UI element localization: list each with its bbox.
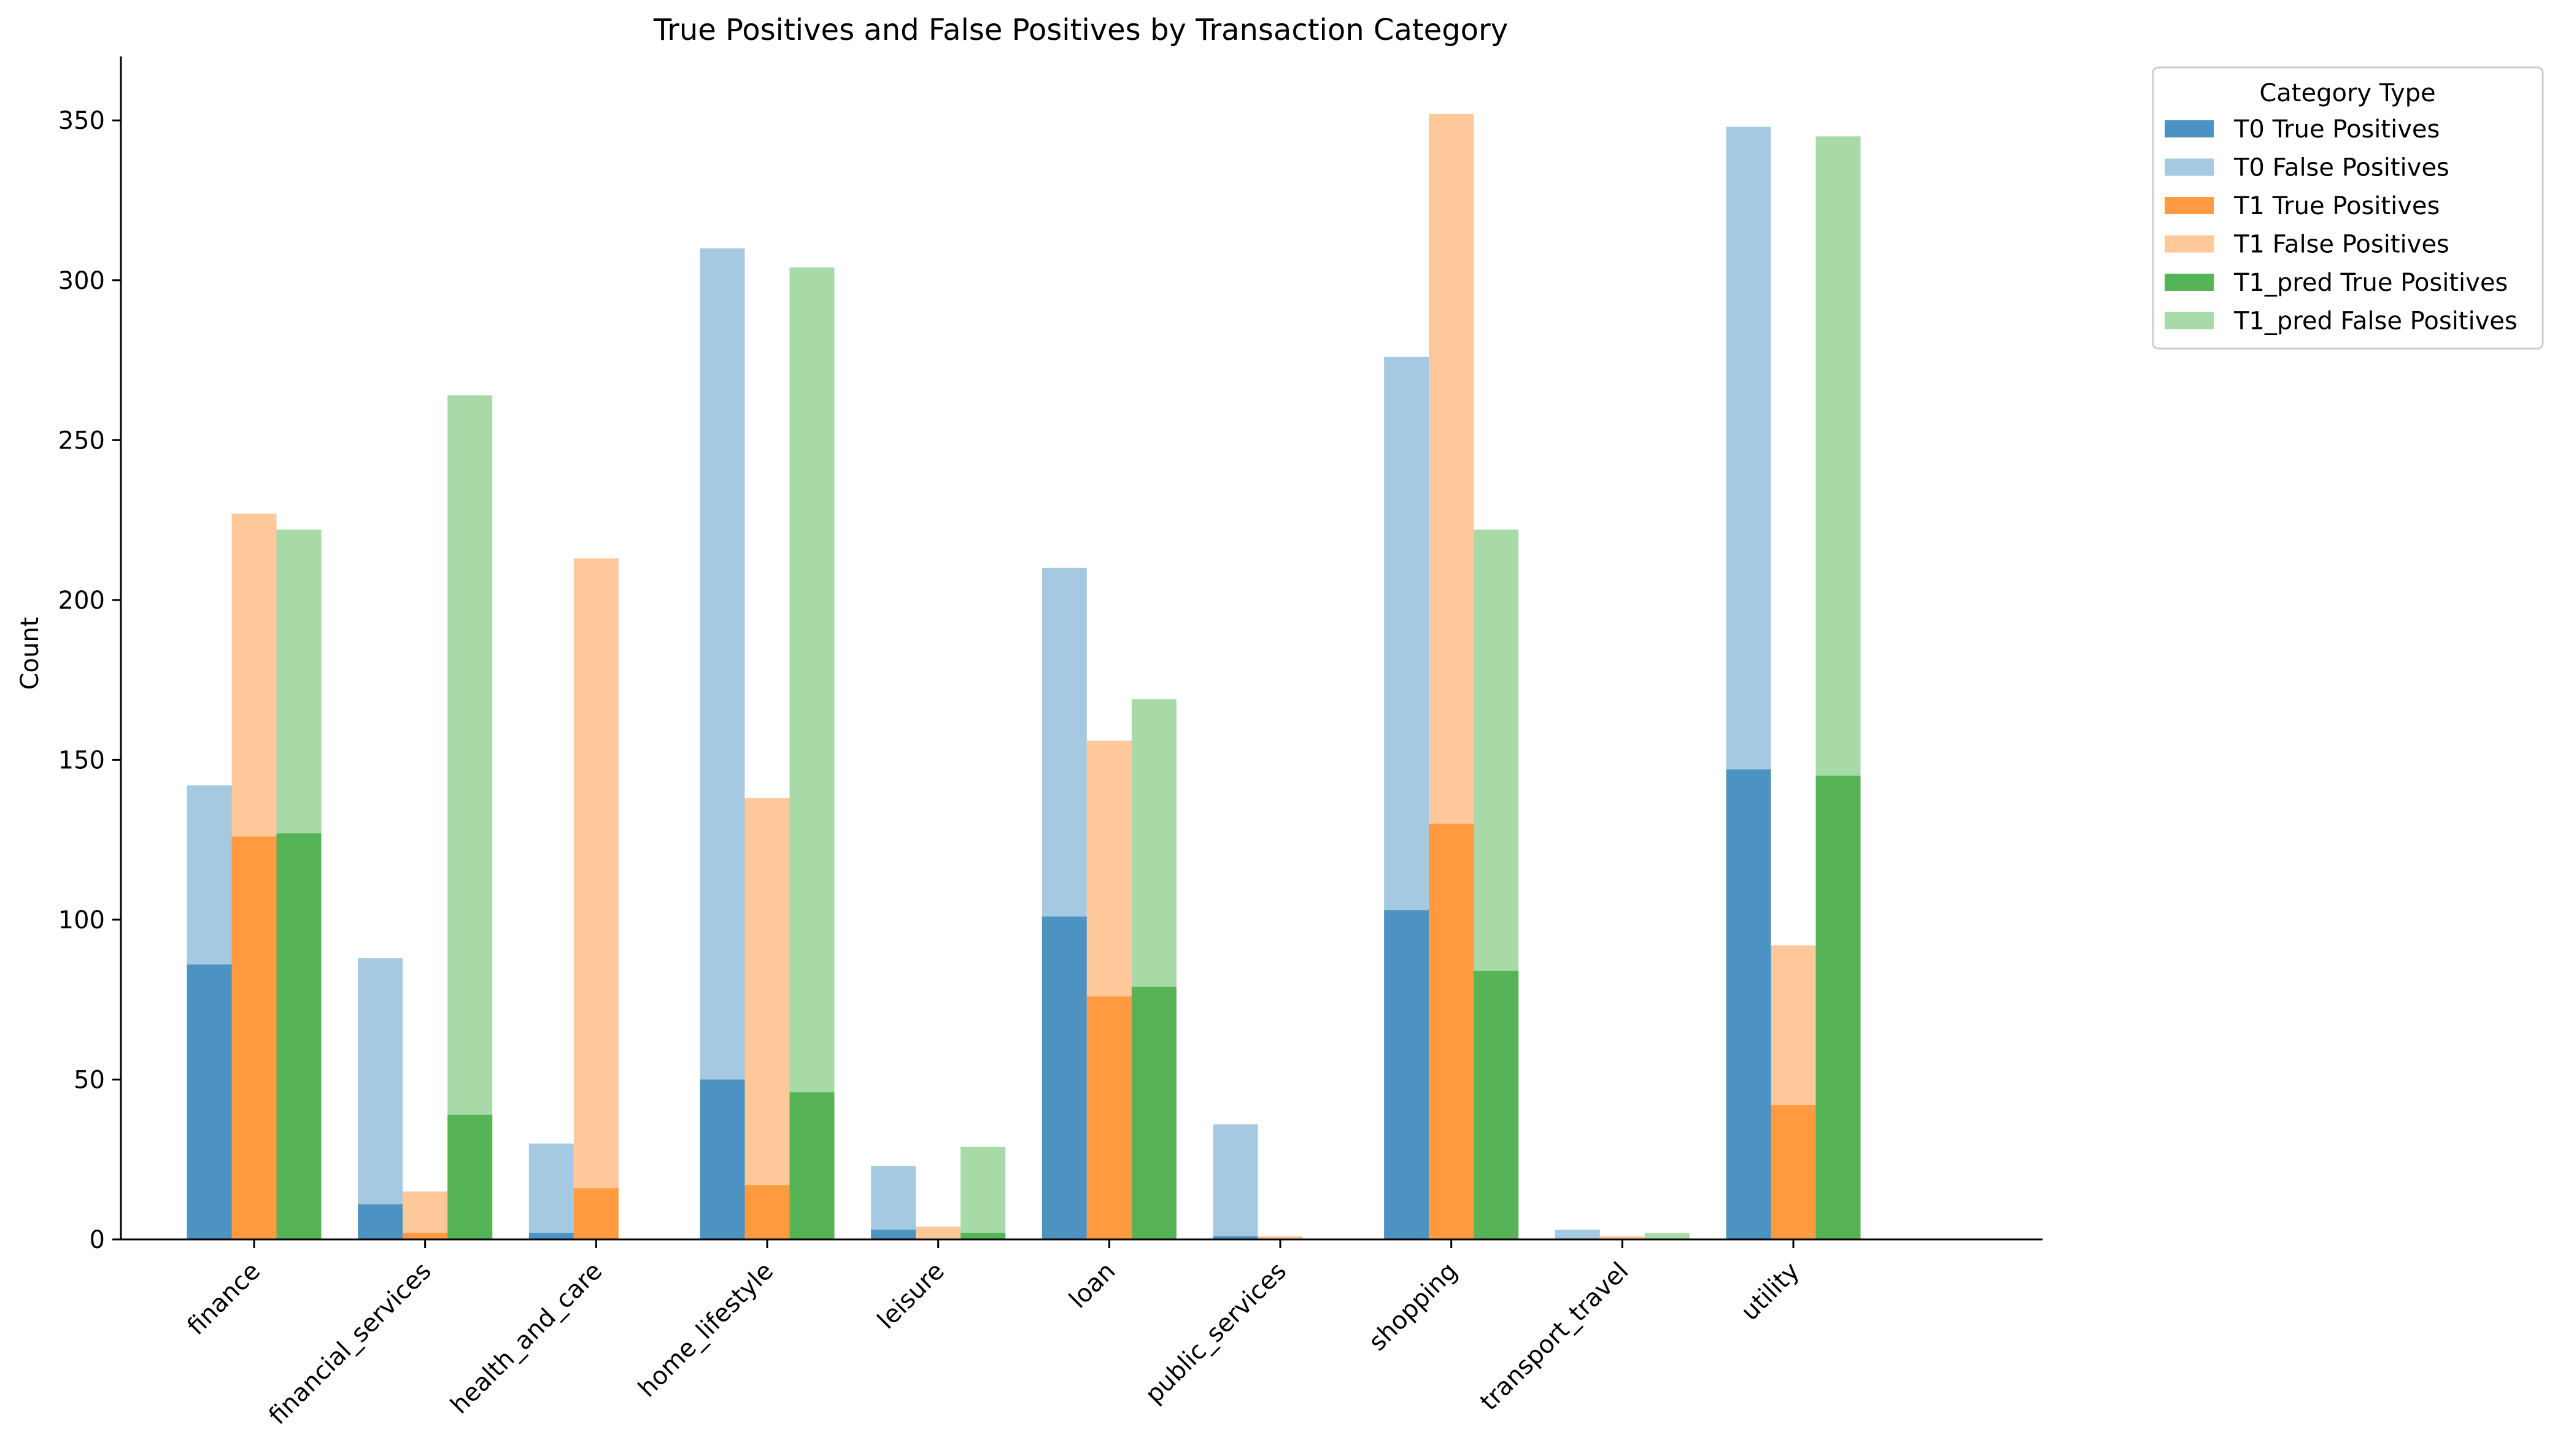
y-tick-label: 300 — [58, 267, 105, 295]
legend-swatch-t1-false-positives — [2165, 235, 2214, 253]
bar-t0-true-positives-finance — [187, 964, 232, 1239]
legend-swatch-t1-pred-false-positives — [2165, 312, 2214, 329]
bar-t1-pred-true-positives-home-lifestyle — [789, 1092, 835, 1239]
bar-t1-false-positives-leisure — [916, 1227, 961, 1239]
x-tick-label-transport-travel: transport_travel — [1475, 1257, 1634, 1416]
bar-t0-true-positives-shopping — [1384, 910, 1429, 1239]
legend-items: T0 True Positives T0 False Positives T1 Tr… — [2165, 115, 2518, 336]
y-axis-label: Count — [16, 617, 44, 690]
bars-layer — [187, 114, 1861, 1240]
legend-swatch-t0-true-positives — [2165, 120, 2214, 137]
x-tick-label-shopping: shopping — [1364, 1257, 1463, 1357]
bar-t1-false-positives-financial-services — [403, 1191, 448, 1239]
bar-t0-false-positives-home-lifestyle — [700, 248, 745, 1239]
legend-swatch-t1-pred-true-positives — [2165, 274, 2214, 291]
bar-t1-pred-true-positives-finance — [276, 833, 322, 1239]
bar-t1-pred-false-positives-transport-travel — [1644, 1233, 1690, 1239]
bar-t0-true-positives-financial-services — [358, 1204, 403, 1239]
x-tick-label-loan: loan — [1064, 1257, 1121, 1314]
bar-t1-true-positives-loan — [1086, 996, 1132, 1239]
y-tick-label: 0 — [90, 1226, 105, 1254]
bar-t1-pred-true-positives-leisure — [961, 1233, 1006, 1239]
bar-t0-true-positives-home-lifestyle — [700, 1079, 745, 1239]
legend-label-t1-pred-false-positives: T1_pred False Positives — [2233, 307, 2518, 336]
bar-t1-pred-true-positives-shopping — [1474, 971, 1519, 1239]
y-tick-label: 350 — [58, 107, 105, 135]
bar-t0-false-positives-health-and-care — [528, 1143, 574, 1239]
x-tick-label-public-services: public_services — [1140, 1257, 1292, 1409]
bar-t1-false-positives-health-and-care — [573, 558, 619, 1239]
bar-t0-false-positives-financial-services — [358, 958, 403, 1239]
bar-t1-false-positives-transport-travel — [1599, 1236, 1645, 1239]
legend-swatch-t0-false-positives — [2165, 158, 2214, 176]
bar-t1-pred-true-positives-loan — [1131, 987, 1177, 1239]
legend-label-t0-false-positives: T0 False Positives — [2233, 154, 2449, 182]
bar-t1-true-positives-health-and-care — [573, 1188, 619, 1239]
legend-label-t1-true-positives: T1 True Positives — [2233, 192, 2440, 220]
chart-title: True Positives and False Positives by Tr… — [653, 13, 1508, 47]
bar-t1-true-positives-finance — [231, 836, 277, 1239]
bar-t0-true-positives-public-services — [1213, 1236, 1258, 1239]
bar-t1-true-positives-financial-services — [403, 1233, 448, 1239]
bar-t1-true-positives-utility — [1771, 1105, 1816, 1239]
x-tick-label-finance: finance — [182, 1257, 266, 1341]
bar-t0-true-positives-utility — [1726, 769, 1771, 1239]
y-tick-label: 50 — [74, 1066, 105, 1094]
bar-t1-pred-false-positives-leisure — [961, 1146, 1006, 1239]
bar-t0-false-positives-public-services — [1213, 1124, 1258, 1239]
bar-t0-false-positives-leisure — [871, 1166, 916, 1239]
legend: Category Type T0 True Positives T0 False … — [2152, 66, 2544, 350]
y-tick-label: 150 — [58, 746, 105, 774]
legend-label-t1-pred-true-positives: T1_pred True Positives — [2233, 269, 2508, 297]
bar-t1-true-positives-shopping — [1429, 823, 1474, 1239]
x-tick-label-home-lifestyle: home_lifestyle — [633, 1257, 779, 1403]
legend-frame — [2152, 66, 2544, 350]
legend-label-t0-true-positives: T0 True Positives — [2233, 115, 2440, 144]
bar-t1-pred-false-positives-home-lifestyle — [789, 267, 835, 1239]
legend-swatch-t1-true-positives — [2165, 197, 2214, 214]
bar-t1-true-positives-home-lifestyle — [744, 1185, 790, 1239]
y-tick-label: 250 — [58, 426, 105, 455]
bar-t1-pred-true-positives-utility — [1815, 776, 1861, 1239]
bar-t1-false-positives-public-services — [1258, 1236, 1303, 1239]
legend-title: Category Type — [2259, 79, 2435, 107]
x-tick-label-financial-services: financial_services — [263, 1257, 436, 1430]
bar-t1-pred-true-positives-financial-services — [447, 1114, 493, 1239]
bar-t0-true-positives-leisure — [871, 1230, 916, 1239]
bar-t0-true-positives-health-and-care — [528, 1233, 574, 1239]
y-tick-label: 200 — [58, 587, 105, 615]
x-tick-label-health-and-care: health_and_care — [446, 1257, 608, 1420]
x-tick-label-utility: utility — [1736, 1257, 1805, 1327]
x-tick-label-leisure: leisure — [872, 1257, 950, 1335]
bar-t0-true-positives-loan — [1042, 916, 1087, 1239]
y-tick-label: 100 — [58, 906, 105, 934]
bar-t0-false-positives-transport-travel — [1555, 1230, 1600, 1239]
bar-t1-pred-false-positives-financial-services — [447, 395, 493, 1239]
bar-t1-false-positives-home-lifestyle — [744, 798, 790, 1239]
legend-label-t1-false-positives: T1 False Positives — [2233, 231, 2449, 259]
